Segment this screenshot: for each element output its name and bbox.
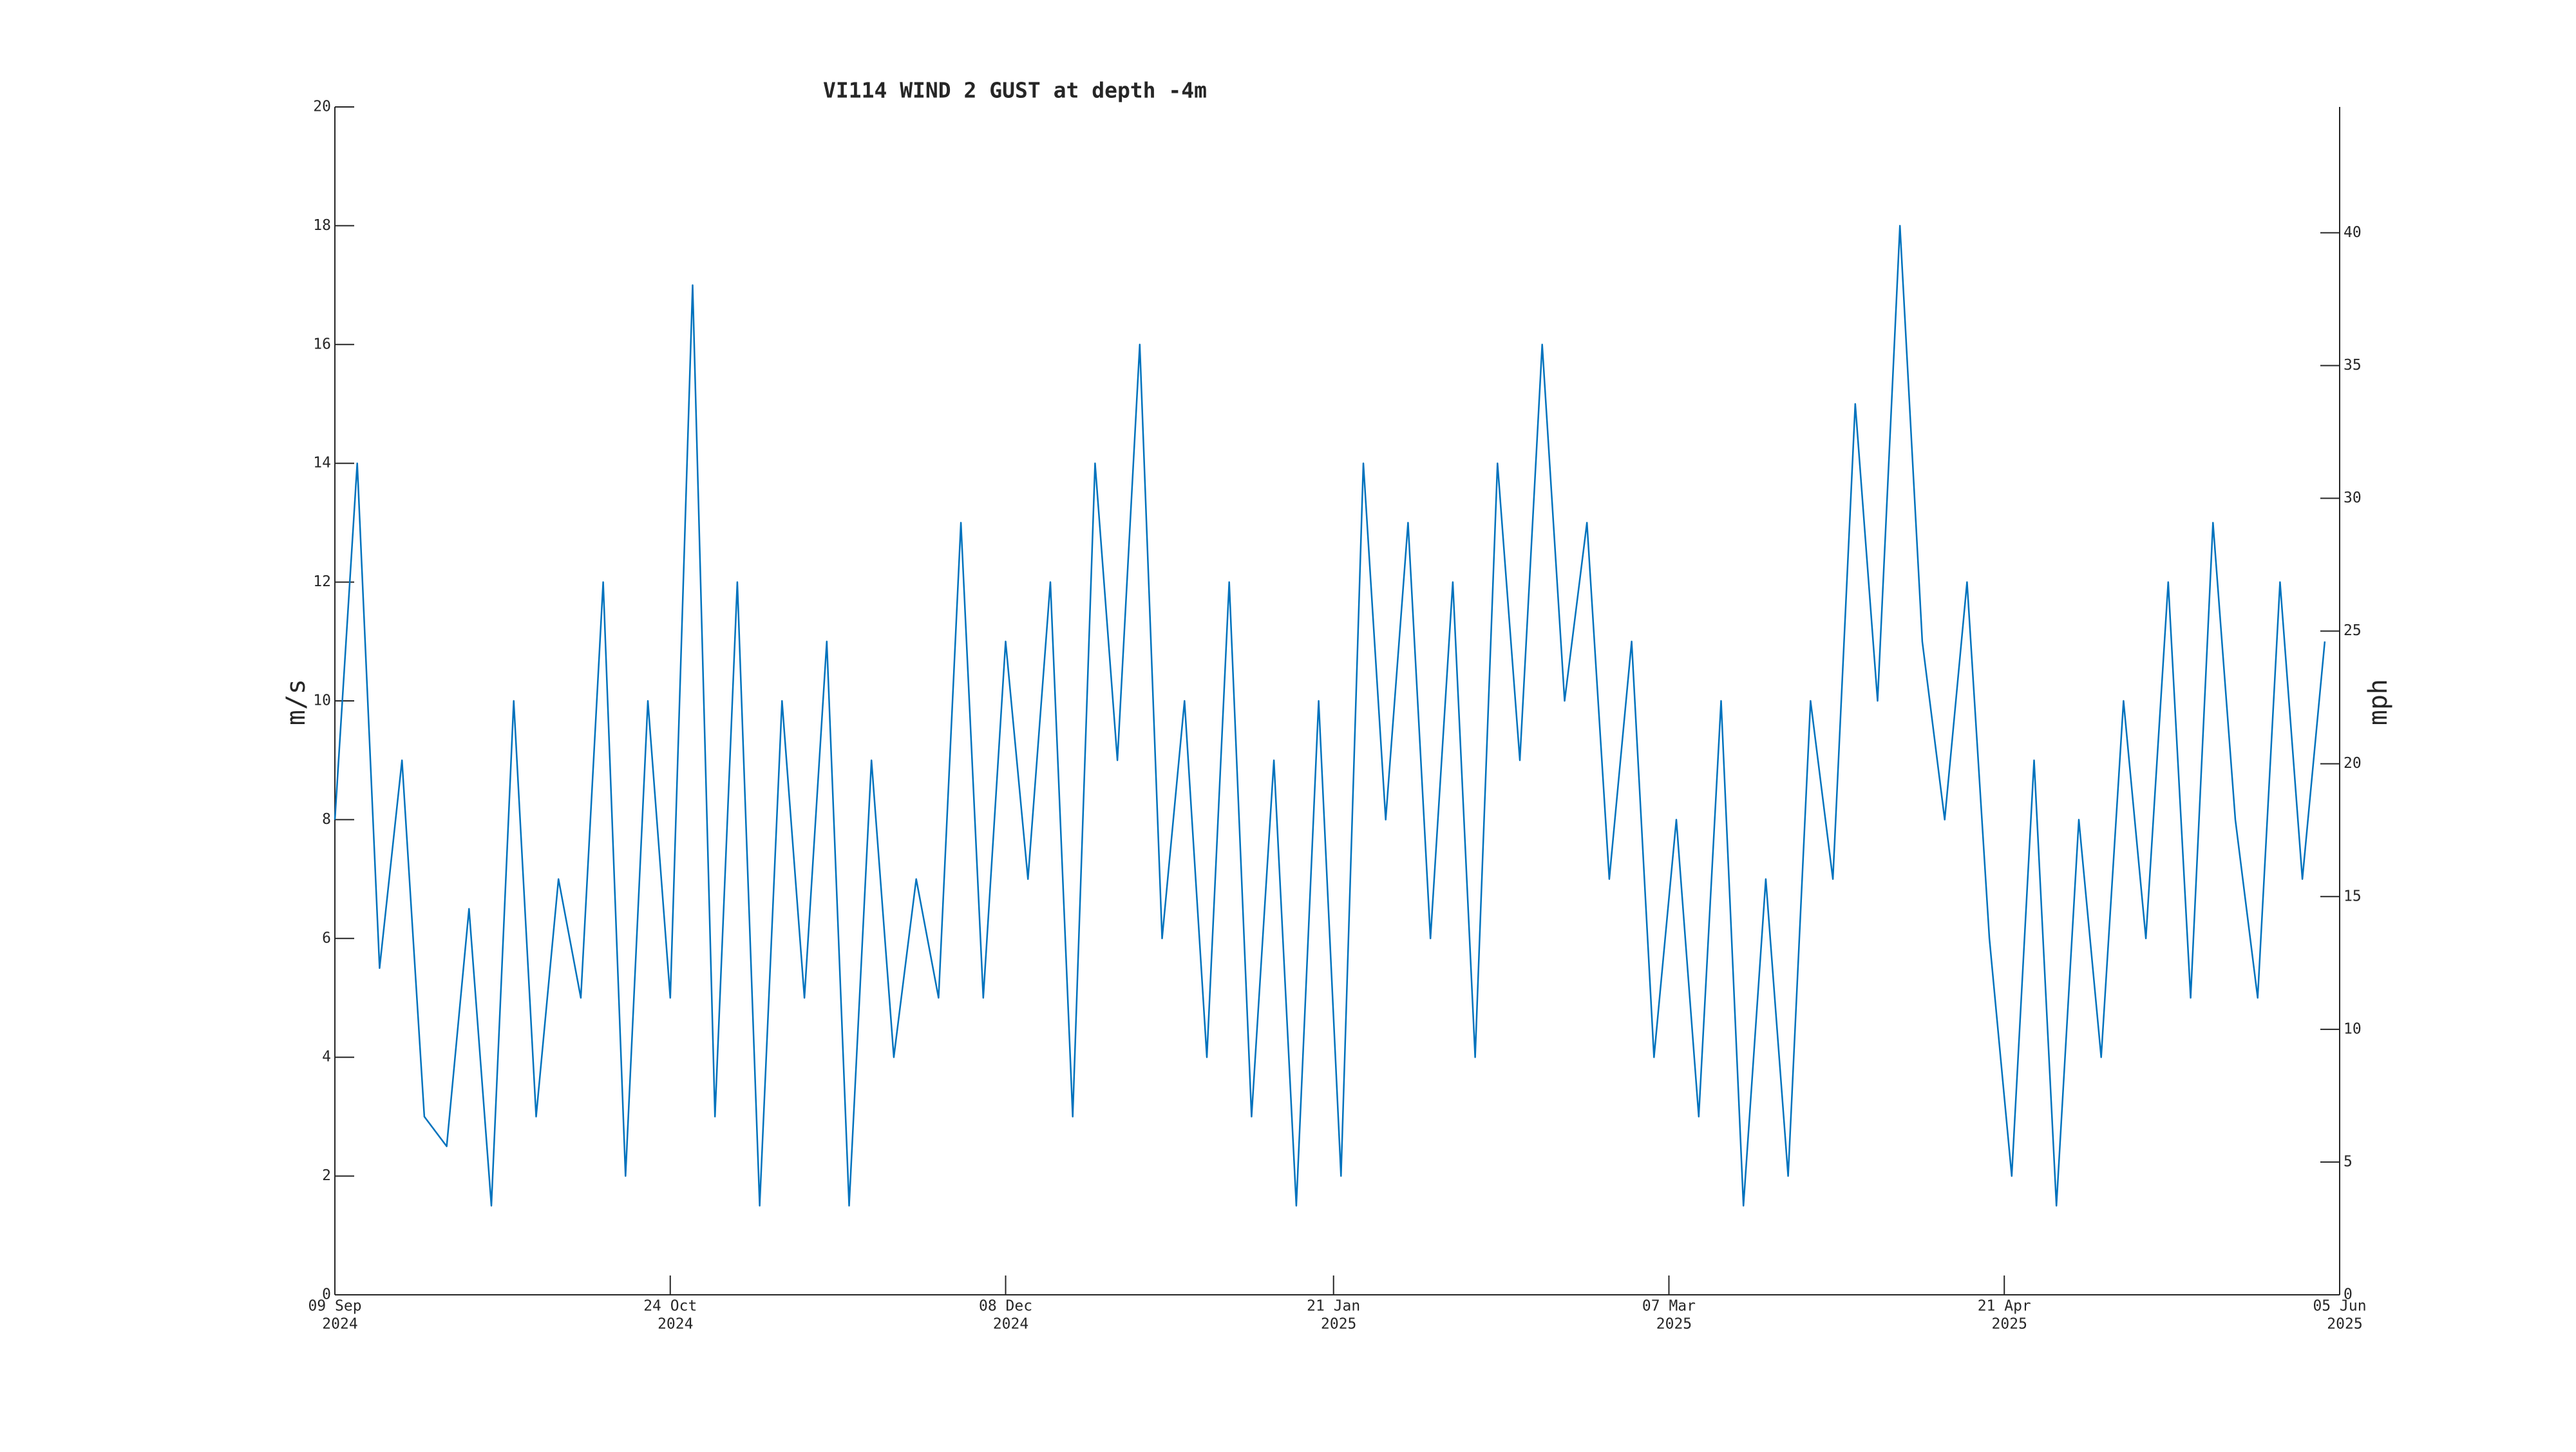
chart-title: VI114 WIND 2 GUST at depth -4m (823, 78, 1207, 103)
x-tick-label: 21 Apr (1978, 1298, 2031, 1315)
x-tick-label: 2024 (322, 1316, 357, 1333)
x-tick-label: 24 Oct (643, 1298, 697, 1315)
y2-tick-label: 40 (2344, 224, 2362, 241)
y2-tick-label: 25 (2344, 622, 2362, 639)
x-tick-label: 07 Mar (1642, 1298, 1696, 1315)
x-tick-label: 05 Jun (2313, 1298, 2366, 1315)
y-tick-label: 0 (322, 1286, 331, 1303)
x-tick-label: 2025 (1656, 1316, 1692, 1333)
y2-tick-label: 10 (2344, 1020, 2362, 1037)
x-tick-label: 2024 (658, 1316, 693, 1333)
y2-tick-label: 20 (2344, 755, 2362, 772)
y2-tick-label: 15 (2344, 888, 2362, 904)
y2-tick-label: 35 (2344, 357, 2362, 374)
y-tick-label: 14 (313, 455, 331, 472)
y2-tick-label: 5 (2344, 1153, 2353, 1170)
y2-tick-label: 0 (2344, 1286, 2353, 1303)
y2-tick-label: 30 (2344, 490, 2362, 506)
y-tick-label: 20 (313, 99, 331, 115)
y-tick-label: 18 (313, 217, 331, 234)
x-tick-label: 09 Sep (308, 1298, 361, 1315)
y-axis-label: m/s (281, 679, 311, 725)
y-tick-label: 4 (322, 1049, 331, 1065)
y-tick-label: 2 (322, 1167, 331, 1184)
x-tick-label: 2025 (1992, 1316, 2027, 1333)
x-tick-label: 2025 (1321, 1316, 1356, 1333)
x-tick-label: 08 Dec (979, 1298, 1032, 1315)
y2-axis-label: mph (2363, 679, 2393, 725)
x-tick-label: 21 Jan (1307, 1298, 1360, 1315)
x-tick-label: 2024 (993, 1316, 1028, 1333)
x-tick-label: 2025 (2327, 1316, 2362, 1333)
y-tick-label: 10 (313, 693, 331, 709)
y-tick-label: 6 (322, 930, 331, 946)
y-tick-label: 16 (313, 336, 331, 352)
data-line (334, 225, 2326, 1207)
y-tick-label: 12 (313, 573, 331, 590)
y-tick-label: 8 (322, 811, 331, 828)
